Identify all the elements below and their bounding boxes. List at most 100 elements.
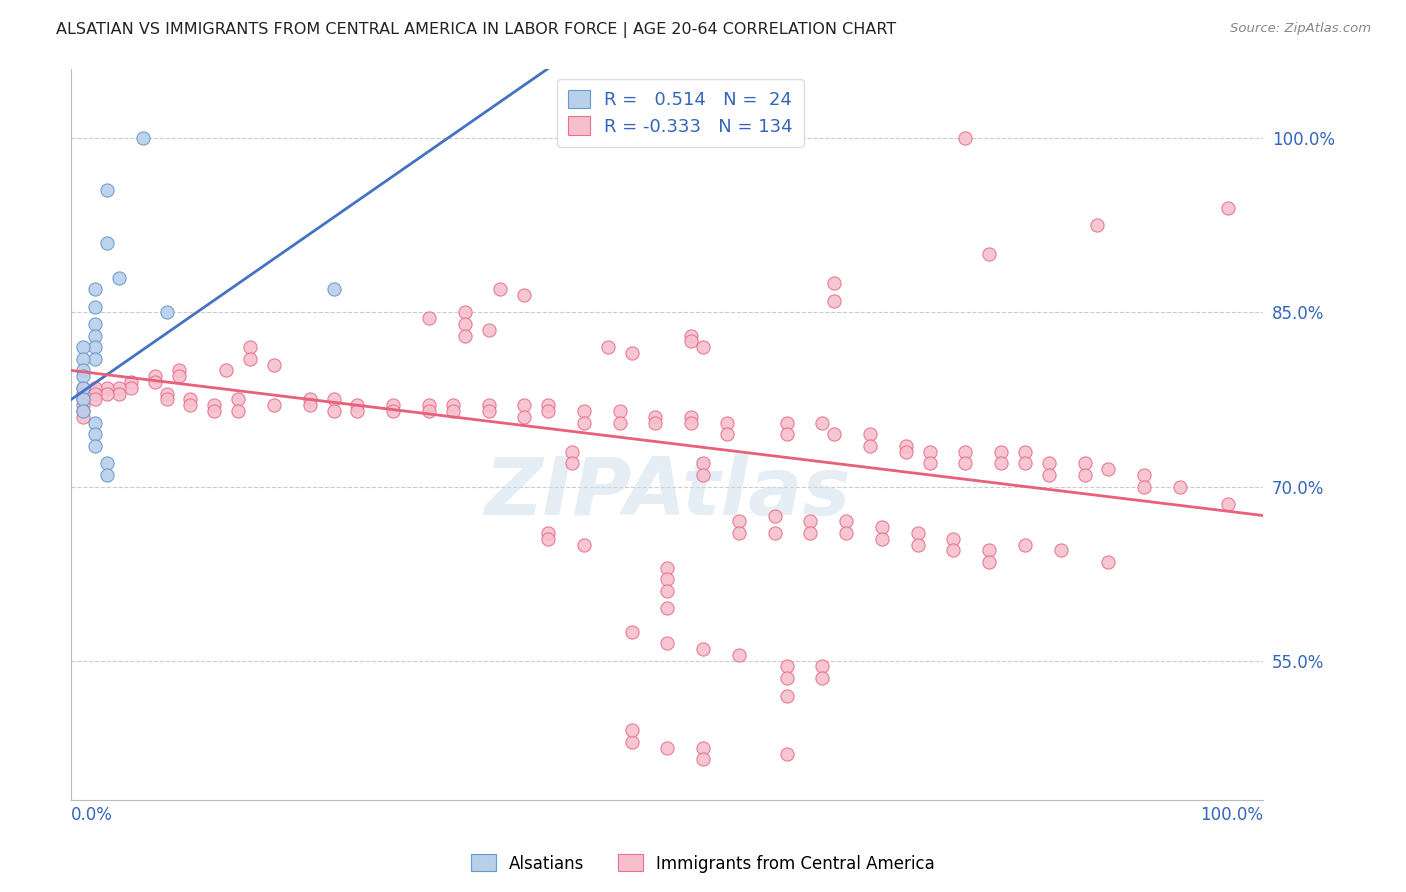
Legend: Alsatians, Immigrants from Central America: Alsatians, Immigrants from Central Ameri… bbox=[464, 847, 942, 880]
Point bbox=[72, 381, 94, 395]
Point bbox=[823, 293, 845, 308]
Point bbox=[775, 427, 797, 442]
Point bbox=[513, 288, 536, 302]
Point bbox=[692, 740, 714, 755]
Point bbox=[955, 131, 977, 145]
Point bbox=[728, 514, 751, 528]
Point bbox=[1014, 456, 1036, 470]
Point bbox=[96, 183, 118, 197]
Point bbox=[537, 398, 560, 412]
Point bbox=[572, 538, 595, 552]
Point bbox=[1049, 543, 1071, 558]
Point bbox=[620, 735, 643, 749]
Point bbox=[609, 404, 631, 418]
Point bbox=[96, 456, 118, 470]
Text: Source: ZipAtlas.com: Source: ZipAtlas.com bbox=[1230, 22, 1371, 36]
Point bbox=[1085, 219, 1108, 233]
Point bbox=[477, 398, 499, 412]
Point bbox=[72, 381, 94, 395]
Point bbox=[72, 409, 94, 424]
Point bbox=[179, 392, 201, 407]
Point bbox=[537, 532, 560, 546]
Point bbox=[84, 427, 107, 442]
Point bbox=[657, 561, 679, 575]
Point bbox=[84, 340, 107, 354]
Point bbox=[1133, 479, 1156, 493]
Point bbox=[72, 404, 94, 418]
Point bbox=[441, 398, 464, 412]
Point bbox=[1038, 456, 1060, 470]
Point bbox=[108, 386, 131, 401]
Point bbox=[346, 404, 368, 418]
Point bbox=[453, 317, 475, 331]
Point bbox=[835, 514, 858, 528]
Point bbox=[108, 270, 131, 285]
Point bbox=[859, 439, 882, 453]
Point bbox=[811, 416, 834, 430]
Point bbox=[907, 526, 929, 541]
Point bbox=[775, 747, 797, 761]
Point bbox=[96, 235, 118, 250]
Point bbox=[513, 409, 536, 424]
Point bbox=[441, 404, 464, 418]
Point bbox=[239, 351, 262, 366]
Point bbox=[620, 346, 643, 360]
Point bbox=[692, 456, 714, 470]
Point bbox=[346, 398, 368, 412]
Point bbox=[382, 404, 405, 418]
Point bbox=[226, 392, 249, 407]
Point bbox=[870, 520, 893, 534]
Point bbox=[979, 543, 1001, 558]
Point bbox=[120, 375, 142, 389]
Point bbox=[799, 514, 821, 528]
Point bbox=[215, 363, 238, 377]
Point bbox=[644, 416, 666, 430]
Point bbox=[918, 444, 941, 458]
Point bbox=[811, 659, 834, 673]
Point bbox=[156, 305, 179, 319]
Point bbox=[775, 659, 797, 673]
Point bbox=[728, 648, 751, 662]
Point bbox=[823, 427, 845, 442]
Point bbox=[894, 439, 917, 453]
Text: 100.0%: 100.0% bbox=[1201, 805, 1264, 824]
Point bbox=[96, 386, 118, 401]
Point bbox=[1216, 201, 1239, 215]
Point bbox=[1038, 467, 1060, 482]
Point bbox=[537, 404, 560, 418]
Point bbox=[298, 398, 321, 412]
Text: 0.0%: 0.0% bbox=[72, 805, 112, 824]
Point bbox=[990, 456, 1012, 470]
Point bbox=[716, 427, 738, 442]
Point bbox=[202, 398, 225, 412]
Point bbox=[84, 351, 107, 366]
Point bbox=[1014, 538, 1036, 552]
Point bbox=[84, 416, 107, 430]
Point bbox=[84, 392, 107, 407]
Point bbox=[72, 340, 94, 354]
Point bbox=[72, 369, 94, 384]
Legend: R =   0.514   N =  24, R = -0.333   N = 134: R = 0.514 N = 24, R = -0.333 N = 134 bbox=[557, 79, 804, 146]
Point bbox=[990, 444, 1012, 458]
Point bbox=[489, 282, 512, 296]
Point bbox=[775, 671, 797, 685]
Point bbox=[226, 404, 249, 418]
Point bbox=[596, 340, 619, 354]
Point bbox=[692, 642, 714, 657]
Point bbox=[657, 573, 679, 587]
Point bbox=[657, 740, 679, 755]
Point bbox=[418, 311, 440, 326]
Point bbox=[382, 398, 405, 412]
Point bbox=[692, 340, 714, 354]
Text: ALSATIAN VS IMMIGRANTS FROM CENTRAL AMERICA IN LABOR FORCE | AGE 20-64 CORRELATI: ALSATIAN VS IMMIGRANTS FROM CENTRAL AMER… bbox=[56, 22, 897, 38]
Point bbox=[561, 444, 583, 458]
Point bbox=[823, 277, 845, 291]
Point bbox=[1216, 497, 1239, 511]
Point bbox=[84, 282, 107, 296]
Point bbox=[775, 689, 797, 703]
Point bbox=[418, 398, 440, 412]
Point bbox=[322, 282, 344, 296]
Point bbox=[979, 247, 1001, 261]
Point bbox=[72, 351, 94, 366]
Point bbox=[620, 624, 643, 639]
